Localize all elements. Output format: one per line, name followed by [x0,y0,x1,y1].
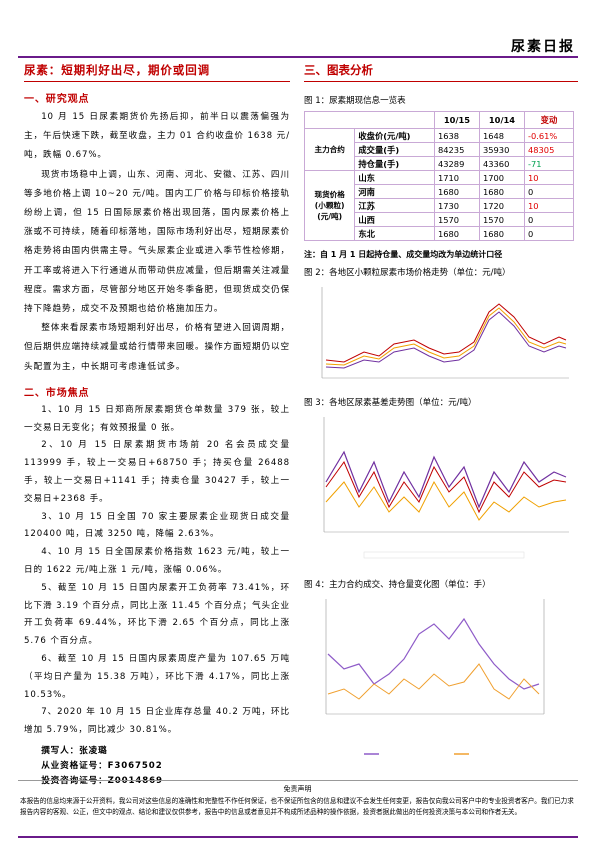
table-row: 现货价格 (小颗粒) (元/吨) 山东 1710 1700 10 [303,170,575,241]
figure-caption: 图 2：各地区小颗粒尿素市场价格走势（单位：元/吨） [304,268,511,278]
table-cell: 持仓量(手) [354,156,435,171]
table-cell: -0.61% [523,128,575,143]
header-cell: 10/14 [478,111,525,129]
focus-item: 3、10 月 15 日全国 70 家主要尿素企业现货日成交量 120400 吨，… [24,511,290,540]
basis-chart [323,417,569,559]
group-label-line: (元/吨) [317,212,343,221]
focus-items: 1、10 月 15 日郑商所尿素期货仓单数量 379 张，较上一交易日无变化；有… [24,402,290,740]
section-heading: 三、图表分析 [304,62,578,82]
disclaimer: 本报告的信息均来源于公开资料，我公司对这些信息的准确性和完整性不作任何保证，也不… [20,797,574,816]
table-cell: 江苏 [354,198,435,213]
table-cell: 河南 [354,184,435,199]
table-cell: 48305 [523,142,575,157]
table-cell: 0 [523,226,575,241]
volume-chart [325,599,545,755]
focus-item: 2、10 月 15 日尿素期货市场前 20 名会员成交量 113999 手，较上… [24,440,290,504]
figure-caption: 图 1：尿素期现信息一览表 [304,96,406,106]
paragraph: 整体来看尿素市场短期利好出尽，价格有望进入回调周期，但后期供应端持续减量或给行情… [24,323,290,372]
table-cell: 1730 [433,198,480,213]
section-heading: 二、市场焦点 [24,387,90,399]
figure-caption: 图 4：主力合约成交、持仓量变化图（单位：手） [304,580,491,590]
focus-item: 6、截至 10 月 15 日国内尿素周度产量为 107.65 万吨（平均日产量为… [24,654,290,700]
table-cell: 1638 [433,128,480,143]
table-cell: 35930 [478,142,525,157]
header-cell: 变动 [523,111,575,129]
table-cell: 东北 [354,226,435,241]
group-label-line: 主力合约 [314,145,345,154]
table-cell: 1680 [478,184,525,199]
paragraph: 10 月 15 日尿素期货价先扬后抑，前半日以震荡偏强为主，午后快速下跌，截至收… [24,112,290,161]
header-rule [18,56,578,58]
table-note: 注：自 1 月 1 日起持仓量、成交量均改为单边统计口径 [304,250,503,259]
table-cell: 0 [523,184,575,199]
table-cell: 10 [523,170,575,185]
table-cell: 1570 [433,212,480,227]
focus-item: 4、10 月 15 日全国尿素价格指数 1623 元/吨，较上一日的 1622 … [24,547,290,576]
report-title: 尿素：短期利好出尽，期价或回调 [24,62,290,82]
footer-bar [18,836,578,838]
table-row: 主力合约 收盘价(元/吨) 1638 1648 -0.61% [303,128,575,171]
table-cell: 1720 [478,198,525,213]
table-cell: 1680 [433,184,480,199]
header-cell: 10/15 [433,111,480,129]
table-row: 东北 1680 1680 0 [305,226,575,241]
table-cell: 1680 [433,226,480,241]
table-cell: 10 [523,198,575,213]
header-cell [304,111,435,129]
group-label-line: (小颗粒) [314,201,345,210]
left-column: 尿素：短期利好出尽，期价或回调 一、研究观点 10 月 15 日尿素期货价先扬后… [24,62,290,789]
right-column: 三、图表分析 图 1：尿素期现信息一览表 10/15 10/14 变动 主力合约 收盘价… [303,62,578,770]
focus-item: 7、2020 年 10 月 15 日企业库存总量 40.2 万吨，环比增加 5.… [24,707,290,736]
paragraphs: 10 月 15 日尿素期货价先扬后抑，前半日以震荡偏强为主，午后快速下跌，截至收… [24,108,290,377]
header-row: 10/15 10/14 变动 [304,111,575,129]
paragraph: 现货市场稳中上调，山东、河南、河北、安徽、江苏、四川等多地价格上调 10~20 … [24,169,290,315]
table-cell: 成交量(手) [354,142,435,157]
header-title: 尿素日报 [511,39,575,55]
figure-caption: 图 3：各地区尿素基差走势图（单位：元/吨） [304,398,477,408]
group-label-line: 现货价格 [314,190,345,199]
footer-title: 免责声明 [283,785,312,793]
info-table: 10/15 10/14 变动 主力合约 收盘价(元/吨) 1638 1648 -0.61% 成交… [303,111,575,241]
table-cell: 山西 [354,212,435,227]
author-line: 从业资格证号：F3067502 [41,760,163,771]
group-label: 现货价格 (小颗粒) (元/吨) [303,170,356,241]
section-heading: 一、研究观点 [24,94,90,105]
table-cell: 43360 [478,156,525,171]
table-cell: 1570 [478,212,525,227]
focus-item: 5、截至 10 月 15 日国内尿素开工负荷率 73.41%，环比下滑 3.19… [24,582,290,647]
table-cell: 1648 [478,128,525,143]
table-cell: 1700 [478,170,525,185]
table-cell: 收盘价(元/吨) [354,128,435,143]
table-cell: 0 [523,212,575,227]
author-line: 撰写人：张凌璐 [41,745,108,756]
table-cell: -71 [523,156,575,171]
table-cell: 山东 [354,170,435,185]
table-cell: 43289 [433,156,480,171]
group-label: 主力合约 [303,128,356,171]
footer-rule [18,780,578,781]
table-cell: 1680 [478,226,525,241]
focus-item: 1、10 月 15 日郑商所尿素期货仓单数量 379 张，较上一交易日无变化；有… [24,404,290,433]
table-row: 山西 1570 1570 0 [305,212,575,227]
price-chart [321,287,569,379]
table-cell: 84235 [433,142,480,157]
table-cell: 1710 [433,170,480,185]
